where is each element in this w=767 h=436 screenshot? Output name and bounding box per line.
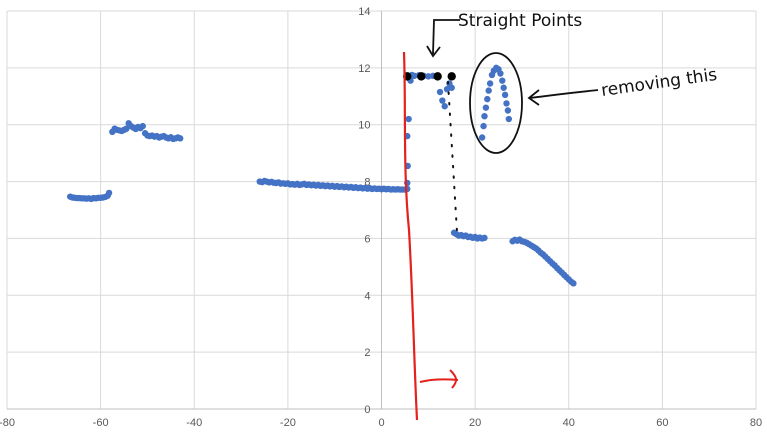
dotted-guide-line [447,81,458,233]
x-tick-label: -40 [186,417,202,429]
data-point [485,87,492,94]
x-tick-label: 80 [750,417,762,429]
y-tick-label: 14 [358,6,370,18]
data-points [66,64,577,287]
data-point [105,189,113,197]
annotation-straight-points: Straight Points [458,11,582,31]
x-tick-label: -80 [0,417,15,429]
data-point [504,107,512,114]
data-point [441,103,448,110]
data-point [425,73,432,80]
grid-lines [6,10,757,410]
data-point [481,234,488,242]
highlight-point [433,72,442,81]
data-point [439,97,446,104]
data-point [486,80,494,87]
data-point [500,84,507,91]
tick-labels: -80 -60 -40 -20 0 20 40 60 80 0 2 4 6 8 10 12 14 [0,6,762,429]
data-point [484,95,491,103]
data-point [482,104,490,111]
data-point [478,134,486,141]
data-point [505,115,513,123]
bracket-arrow-icon [426,19,460,58]
data-point [448,84,455,91]
y-tick-label: 6 [364,233,370,245]
x-tick-label: -20 [280,417,296,429]
x-tick-label: -60 [93,417,109,429]
data-point [480,122,487,130]
x-tick-label: 0 [378,417,384,429]
highlight-ellipse [469,52,523,154]
y-tick-label: 4 [364,290,370,302]
data-point [497,70,504,77]
y-tick-label: 10 [358,120,370,132]
y-tick-label: 2 [364,347,370,359]
data-point [503,100,510,107]
data-point [501,91,509,99]
red-arrow-icon [419,369,459,389]
x-tick-label: 60 [656,417,668,429]
data-point [411,72,418,80]
data-point [481,112,488,120]
pointer-arrow-icon [527,89,599,106]
x-tick-label: 20 [469,417,481,429]
red-hand-drawn-line [402,51,419,421]
highlight-point [417,72,426,81]
data-point [405,115,412,123]
y-tick-label: 0 [364,404,370,416]
highlight-point [447,72,456,81]
data-point [436,88,444,96]
annotation-removing-this: removing this [600,65,719,101]
data-point [139,122,146,130]
y-tick-label: 8 [364,177,370,189]
y-tick-label: 12 [358,63,370,75]
data-point [123,125,130,132]
data-point [177,135,184,142]
data-point [570,280,577,287]
x-tick-label: 40 [563,417,575,429]
data-point [499,77,506,84]
